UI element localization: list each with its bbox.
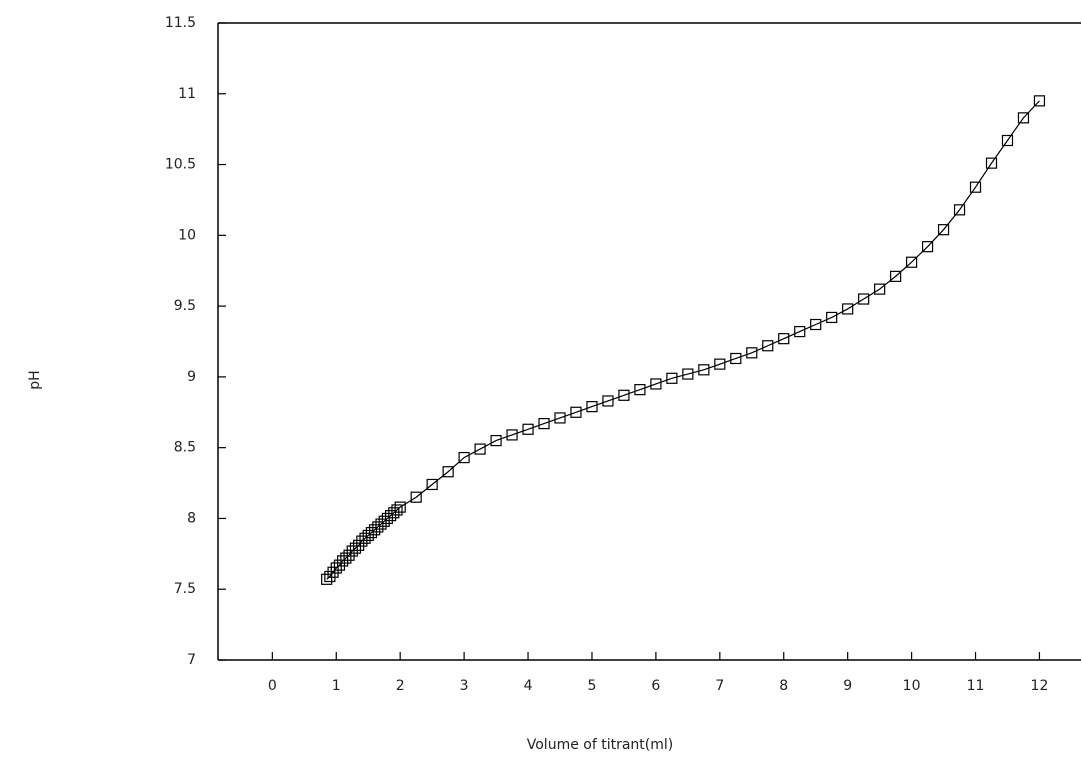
data-line xyxy=(326,100,1040,580)
data-point xyxy=(490,434,502,447)
data-point xyxy=(842,303,854,315)
y-tick-label: 8.5 xyxy=(174,440,196,456)
y-tick-label: 7.5 xyxy=(174,581,196,597)
x-tick-label: 9 xyxy=(843,678,852,694)
data-point xyxy=(921,241,934,253)
data-point xyxy=(381,512,394,525)
data-point xyxy=(378,515,390,527)
data-point xyxy=(506,429,518,441)
data-point xyxy=(372,521,384,533)
y-tick-label: 7 xyxy=(187,652,196,668)
data-point xyxy=(890,270,902,282)
data-point xyxy=(905,256,918,268)
data-point xyxy=(388,507,400,519)
data-point xyxy=(394,501,406,513)
x-tick-label: 7 xyxy=(715,678,724,694)
data-point xyxy=(602,395,614,407)
data-point xyxy=(634,384,646,396)
x-tick-label: 12 xyxy=(1031,678,1049,694)
data-point xyxy=(810,318,822,331)
data-point xyxy=(359,532,371,544)
data-point xyxy=(570,406,582,418)
data-point xyxy=(682,368,694,380)
data-point xyxy=(985,157,998,169)
x-tick-label: 1 xyxy=(332,678,341,694)
x-tick-label: 2 xyxy=(396,678,405,694)
data-point xyxy=(321,573,333,585)
data-point xyxy=(730,352,742,365)
data-point xyxy=(391,504,403,516)
data-point xyxy=(554,412,566,424)
data-point xyxy=(586,401,598,413)
data-point xyxy=(324,570,336,583)
data-point xyxy=(346,545,358,557)
data-point xyxy=(874,283,886,295)
data-point xyxy=(375,518,387,530)
y-tick-label: 9 xyxy=(187,369,196,385)
data-point xyxy=(349,542,362,554)
data-point xyxy=(698,364,710,376)
data-point xyxy=(794,325,806,338)
y-tick-label: 10.5 xyxy=(165,157,196,173)
data-point xyxy=(953,204,966,216)
data-point xyxy=(458,451,470,464)
data-point xyxy=(858,293,870,305)
data-point xyxy=(330,562,342,574)
y-tick-label: 8 xyxy=(187,510,196,526)
x-tick-label: 5 xyxy=(588,678,597,694)
data-point xyxy=(666,372,678,384)
data-point xyxy=(343,549,355,561)
data-point xyxy=(618,389,630,401)
data-point xyxy=(362,529,374,542)
data-point xyxy=(337,555,349,567)
data-point xyxy=(826,311,838,324)
data-point xyxy=(1033,95,1046,107)
data-point xyxy=(385,510,397,522)
x-tick-label: 10 xyxy=(903,678,921,694)
data-point xyxy=(714,358,726,370)
x-tick-label: 0 xyxy=(268,678,277,694)
x-tick-label: 8 xyxy=(779,678,788,694)
data-point xyxy=(356,535,368,547)
data-point xyxy=(410,491,422,503)
data-point xyxy=(474,443,486,455)
data-point xyxy=(762,340,774,352)
data-point xyxy=(969,181,982,193)
data-point xyxy=(1001,134,1014,147)
y-tick-label: 9.5 xyxy=(174,298,196,314)
data-point xyxy=(353,539,365,551)
x-tick-label: 4 xyxy=(524,678,533,694)
data-point xyxy=(426,478,438,491)
y-tick-label: 11 xyxy=(178,86,196,102)
data-point xyxy=(538,418,550,430)
data-point xyxy=(365,526,378,539)
y-tick-label: 10 xyxy=(178,227,196,243)
data-point xyxy=(522,423,534,435)
data-point xyxy=(937,224,950,236)
data-point xyxy=(778,333,790,345)
x-tick-label: 3 xyxy=(460,678,469,694)
data-point xyxy=(1017,112,1030,124)
data-point xyxy=(369,524,381,536)
x-tick-label: 6 xyxy=(651,678,660,694)
data-point xyxy=(442,466,454,478)
x-tick-label: 11 xyxy=(967,678,985,694)
data-point xyxy=(327,566,339,578)
x-axis-label: Volume of titrant(ml) xyxy=(527,737,673,753)
data-point xyxy=(746,347,758,359)
data-point xyxy=(333,559,346,571)
y-axis-label: pH xyxy=(27,370,43,389)
data-point xyxy=(650,378,662,390)
data-point xyxy=(340,552,352,564)
y-tick-label: 11.5 xyxy=(165,15,196,31)
